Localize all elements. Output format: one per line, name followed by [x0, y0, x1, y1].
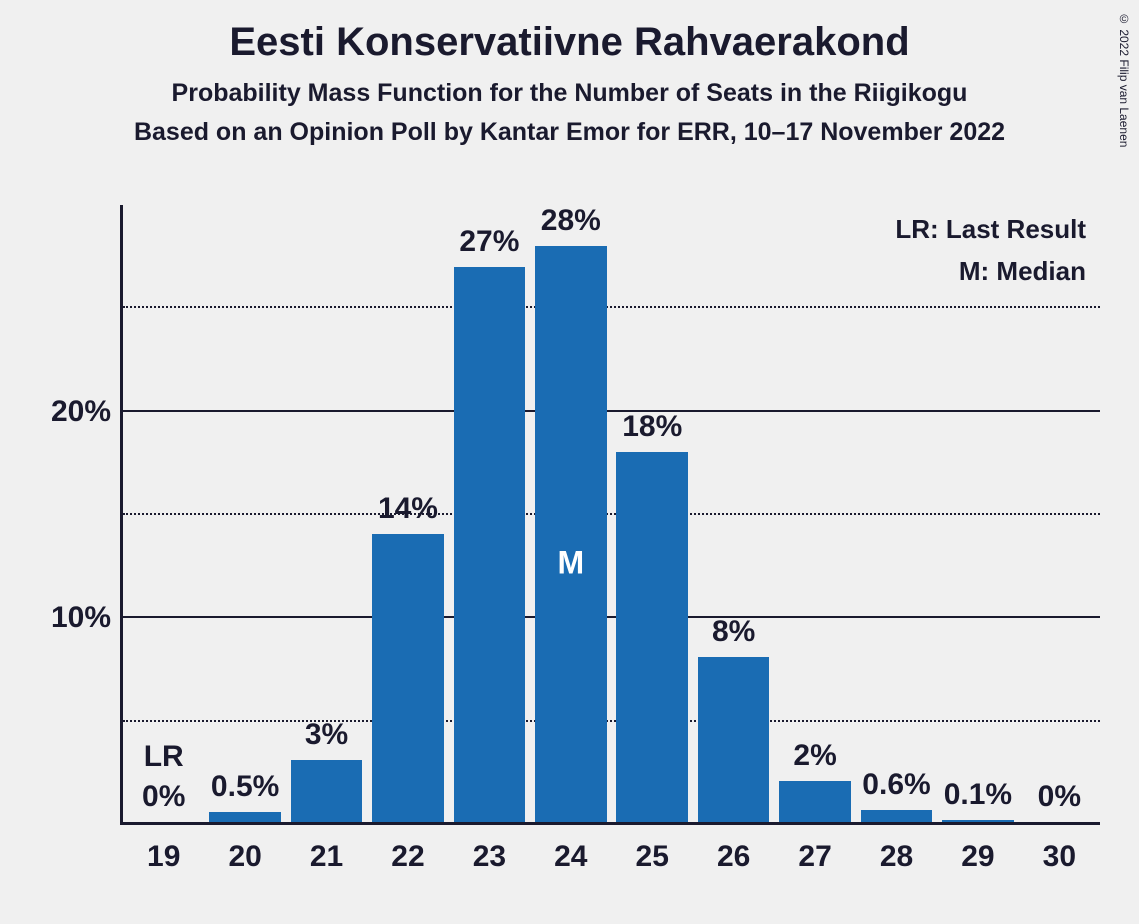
bar: 3% [291, 760, 363, 822]
bar-slot: 0%30 [1019, 205, 1100, 822]
bar-value-label: 28% [541, 204, 601, 238]
bar-value-label: 14% [378, 492, 438, 526]
bar-slot: 18%25 [612, 205, 693, 822]
bar-value-label: 0% [142, 780, 185, 814]
median-marker: M [557, 544, 584, 581]
x-axis-label: 22 [391, 840, 424, 874]
chart-header: Eesti Konservatiivne Rahvaerakond Probab… [0, 0, 1139, 147]
last-result-marker: LR [144, 740, 184, 774]
y-axis-line [120, 205, 123, 825]
x-axis-label: 24 [554, 840, 587, 874]
bar-slot: 14%22 [367, 205, 448, 822]
bar-slot: 8%26 [693, 205, 774, 822]
y-axis-label: 10% [51, 601, 111, 635]
y-axis-label: 20% [51, 395, 111, 429]
chart-plot-area: LR: Last Result M: Median 10%20% 0%LR190… [120, 205, 1100, 825]
x-axis-label: 26 [717, 840, 750, 874]
bar-value-label: 18% [622, 410, 682, 444]
bar-value-label: 0% [1038, 780, 1081, 814]
bar: 0.6% [861, 810, 933, 822]
bar-slot: 3%21 [286, 205, 367, 822]
x-axis-label: 29 [961, 840, 994, 874]
bar-value-label: 0.5% [211, 770, 279, 804]
bar-value-label: 3% [305, 718, 348, 752]
bar: 18% [616, 452, 688, 822]
chart-subtitle-2: Based on an Opinion Poll by Kantar Emor … [0, 118, 1139, 147]
bar: 8% [698, 657, 770, 822]
bar-value-label: 0.1% [944, 778, 1012, 812]
bar-slot: 2%27 [774, 205, 855, 822]
copyright-text: © 2022 Filip van Laenen [1117, 12, 1131, 147]
bar: 28%M [535, 246, 607, 822]
chart-subtitle-1: Probability Mass Function for the Number… [0, 79, 1139, 108]
bar-value-label: 0.6% [862, 768, 930, 802]
bars-container: 0%LR190.5%203%2114%2227%2328%M2418%258%2… [123, 205, 1100, 822]
bar-value-label: 2% [793, 739, 836, 773]
bar-slot: 0.5%20 [204, 205, 285, 822]
x-axis-label: 21 [310, 840, 343, 874]
x-axis-line [120, 822, 1100, 825]
bar-value-label: 27% [459, 225, 519, 259]
x-axis-label: 27 [798, 840, 831, 874]
bar-slot: 27%23 [449, 205, 530, 822]
bar: 14% [372, 534, 444, 822]
chart-title: Eesti Konservatiivne Rahvaerakond [0, 20, 1139, 65]
x-axis-label: 30 [1043, 840, 1076, 874]
x-axis-label: 28 [880, 840, 913, 874]
x-axis-label: 23 [473, 840, 506, 874]
bar-value-label: 8% [712, 615, 755, 649]
bar-slot: 0.6%28 [856, 205, 937, 822]
x-axis-label: 25 [636, 840, 669, 874]
x-axis-label: 20 [228, 840, 261, 874]
bar: 27% [454, 267, 526, 822]
bar-slot: 0.1%29 [937, 205, 1018, 822]
bar-slot: 0%LR19 [123, 205, 204, 822]
bar: 0.5% [209, 812, 281, 822]
bar: 2% [779, 781, 851, 822]
bar-slot: 28%M24 [530, 205, 611, 822]
x-axis-label: 19 [147, 840, 180, 874]
